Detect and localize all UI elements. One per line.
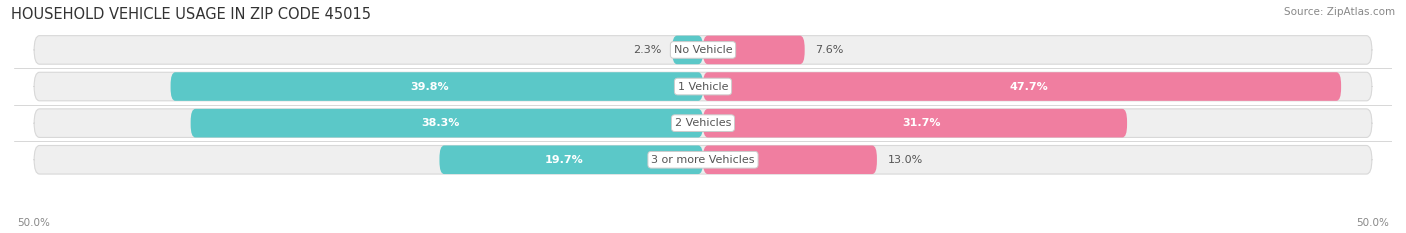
FancyBboxPatch shape [34, 72, 1372, 101]
Text: 7.6%: 7.6% [815, 45, 844, 55]
FancyBboxPatch shape [34, 36, 1372, 64]
Text: 50.0%: 50.0% [1357, 218, 1389, 228]
FancyBboxPatch shape [703, 145, 877, 174]
Text: 3 or more Vehicles: 3 or more Vehicles [651, 155, 755, 165]
Text: 31.7%: 31.7% [903, 118, 941, 128]
FancyBboxPatch shape [672, 36, 703, 64]
Text: 38.3%: 38.3% [420, 118, 460, 128]
FancyBboxPatch shape [703, 36, 804, 64]
Text: 13.0%: 13.0% [887, 155, 922, 165]
Text: 2 Vehicles: 2 Vehicles [675, 118, 731, 128]
FancyBboxPatch shape [170, 72, 703, 101]
FancyBboxPatch shape [703, 72, 1341, 101]
Text: 50.0%: 50.0% [17, 218, 49, 228]
FancyBboxPatch shape [34, 145, 1372, 174]
Text: 1 Vehicle: 1 Vehicle [678, 82, 728, 92]
FancyBboxPatch shape [703, 109, 1128, 137]
Text: 47.7%: 47.7% [1010, 82, 1047, 92]
FancyBboxPatch shape [34, 109, 1372, 137]
Text: 39.8%: 39.8% [411, 82, 450, 92]
Text: 2.3%: 2.3% [633, 45, 662, 55]
Text: HOUSEHOLD VEHICLE USAGE IN ZIP CODE 45015: HOUSEHOLD VEHICLE USAGE IN ZIP CODE 4501… [11, 7, 371, 22]
Text: Source: ZipAtlas.com: Source: ZipAtlas.com [1284, 7, 1395, 17]
FancyBboxPatch shape [440, 145, 703, 174]
Text: 19.7%: 19.7% [546, 155, 583, 165]
Text: No Vehicle: No Vehicle [673, 45, 733, 55]
FancyBboxPatch shape [191, 109, 703, 137]
